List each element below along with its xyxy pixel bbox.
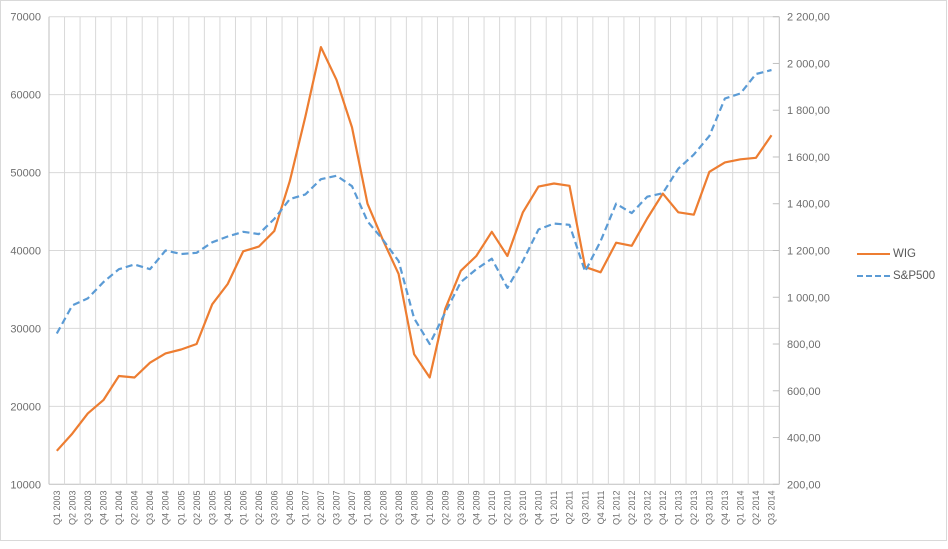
left-axis-label: 40000 <box>10 246 41 258</box>
x-axis-label: Q4 2004 <box>161 491 171 526</box>
x-axis-label: Q2 2006 <box>254 491 264 526</box>
x-axis-label: Q4 2011 <box>596 491 606 525</box>
x-axis-label: Q2 2009 <box>440 491 450 526</box>
x-axis-label: Q3 2004 <box>145 491 155 526</box>
right-axis-label: 2 000,00 <box>787 58 830 70</box>
x-axis-label: Q3 2012 <box>642 491 652 526</box>
right-axis-label: 1 600,00 <box>787 152 830 164</box>
x-axis-label: Q3 2010 <box>518 491 528 526</box>
x-axis-label: Q2 2004 <box>130 491 140 526</box>
x-axis-label: Q2 2008 <box>378 491 388 526</box>
right-axis-label: 1 200,00 <box>787 246 830 258</box>
x-axis-label: Q4 2010 <box>534 491 544 526</box>
wig-series-line[interactable] <box>55 45 773 452</box>
left-axis-label: 70000 <box>10 12 41 24</box>
x-axis-label: Q1 2008 <box>363 491 373 526</box>
legend-label-sp500: S&P500 <box>893 270 936 282</box>
x-axis-label: Q1 2012 <box>611 491 621 526</box>
chart-legend: WIG S&P500 <box>857 247 935 291</box>
x-axis-label: Q1 2004 <box>114 491 124 526</box>
x-axis-label: Q2 2011 <box>565 491 575 525</box>
x-axis-label: Q1 2010 <box>487 491 497 526</box>
x-axis-label: Q4 2005 <box>223 491 233 526</box>
right-axis-label: 2 200,00 <box>787 12 830 24</box>
left-axis-label: 60000 <box>10 90 41 102</box>
x-axis-label: Q3 2006 <box>270 491 280 526</box>
right-axis-label: 1 000,00 <box>787 292 830 304</box>
x-axis-label: Q4 2007 <box>347 491 357 526</box>
x-axis-label: Q4 2008 <box>409 491 419 526</box>
right-axis-label: 600,00 <box>787 386 821 398</box>
x-axis-label: Q4 2003 <box>99 491 109 526</box>
legend-item-sp500[interactable]: S&P500 <box>857 269 935 283</box>
sp500-line-sample <box>857 275 890 277</box>
legend-item-wig[interactable]: WIG <box>857 247 935 261</box>
x-axis-label: Q4 2013 <box>720 491 730 526</box>
x-axis-label: Q1 2005 <box>176 491 186 526</box>
legend-label-wig: WIG <box>893 248 916 260</box>
right-axis-label: 1 400,00 <box>787 199 830 211</box>
x-axis-label: Q1 2014 <box>736 491 746 526</box>
x-axis-label: Q3 2014 <box>767 491 777 526</box>
x-axis-label: Q3 2005 <box>207 491 217 526</box>
x-axis-label: Q4 2009 <box>472 491 482 526</box>
x-axis-label: Q4 2006 <box>285 491 295 526</box>
x-axis-label: Q1 2003 <box>52 491 62 526</box>
left-axis-label: 50000 <box>10 168 41 180</box>
right-axis-label: 1 800,00 <box>787 105 830 117</box>
x-axis-label: Q3 2007 <box>332 491 342 526</box>
x-axis-label: Q4 2012 <box>658 491 668 526</box>
left-axis-label: 10000 <box>10 479 41 491</box>
x-axis-label: Q2 2014 <box>751 491 761 526</box>
x-axis-label: Q3 2003 <box>83 491 93 526</box>
right-axis-label: 200,00 <box>787 479 821 491</box>
x-axis-label: Q2 2010 <box>503 491 513 526</box>
left-axis-label: 20000 <box>10 401 41 413</box>
x-axis-label: Q3 2008 <box>394 491 404 526</box>
x-axis-label: Q2 2013 <box>689 491 699 526</box>
x-axis-label: Q1 2006 <box>238 491 248 526</box>
x-axis-label: Q2 2012 <box>627 491 637 526</box>
left-axis-label: 30000 <box>10 323 41 335</box>
x-axis-label: Q2 2007 <box>316 491 326 526</box>
x-axis-label: Q3 2011 <box>580 491 590 525</box>
right-axis-label: 400,00 <box>787 433 821 445</box>
sp500-series-line[interactable] <box>55 68 772 346</box>
x-axis-label: Q3 2009 <box>456 491 466 526</box>
x-axis-label: Q3 2013 <box>705 491 715 526</box>
x-axis-label: Q2 2005 <box>192 491 202 526</box>
wig-line-sample <box>857 253 890 255</box>
x-axis-label: Q2 2003 <box>68 491 78 526</box>
x-axis-label: Q1 2007 <box>301 491 311 526</box>
x-axis-label: Q1 2013 <box>674 491 684 526</box>
x-axis-label: Q1 2009 <box>425 491 435 526</box>
right-axis-label: 800,00 <box>787 339 821 351</box>
x-axis-label: Q1 2011 <box>549 491 559 525</box>
